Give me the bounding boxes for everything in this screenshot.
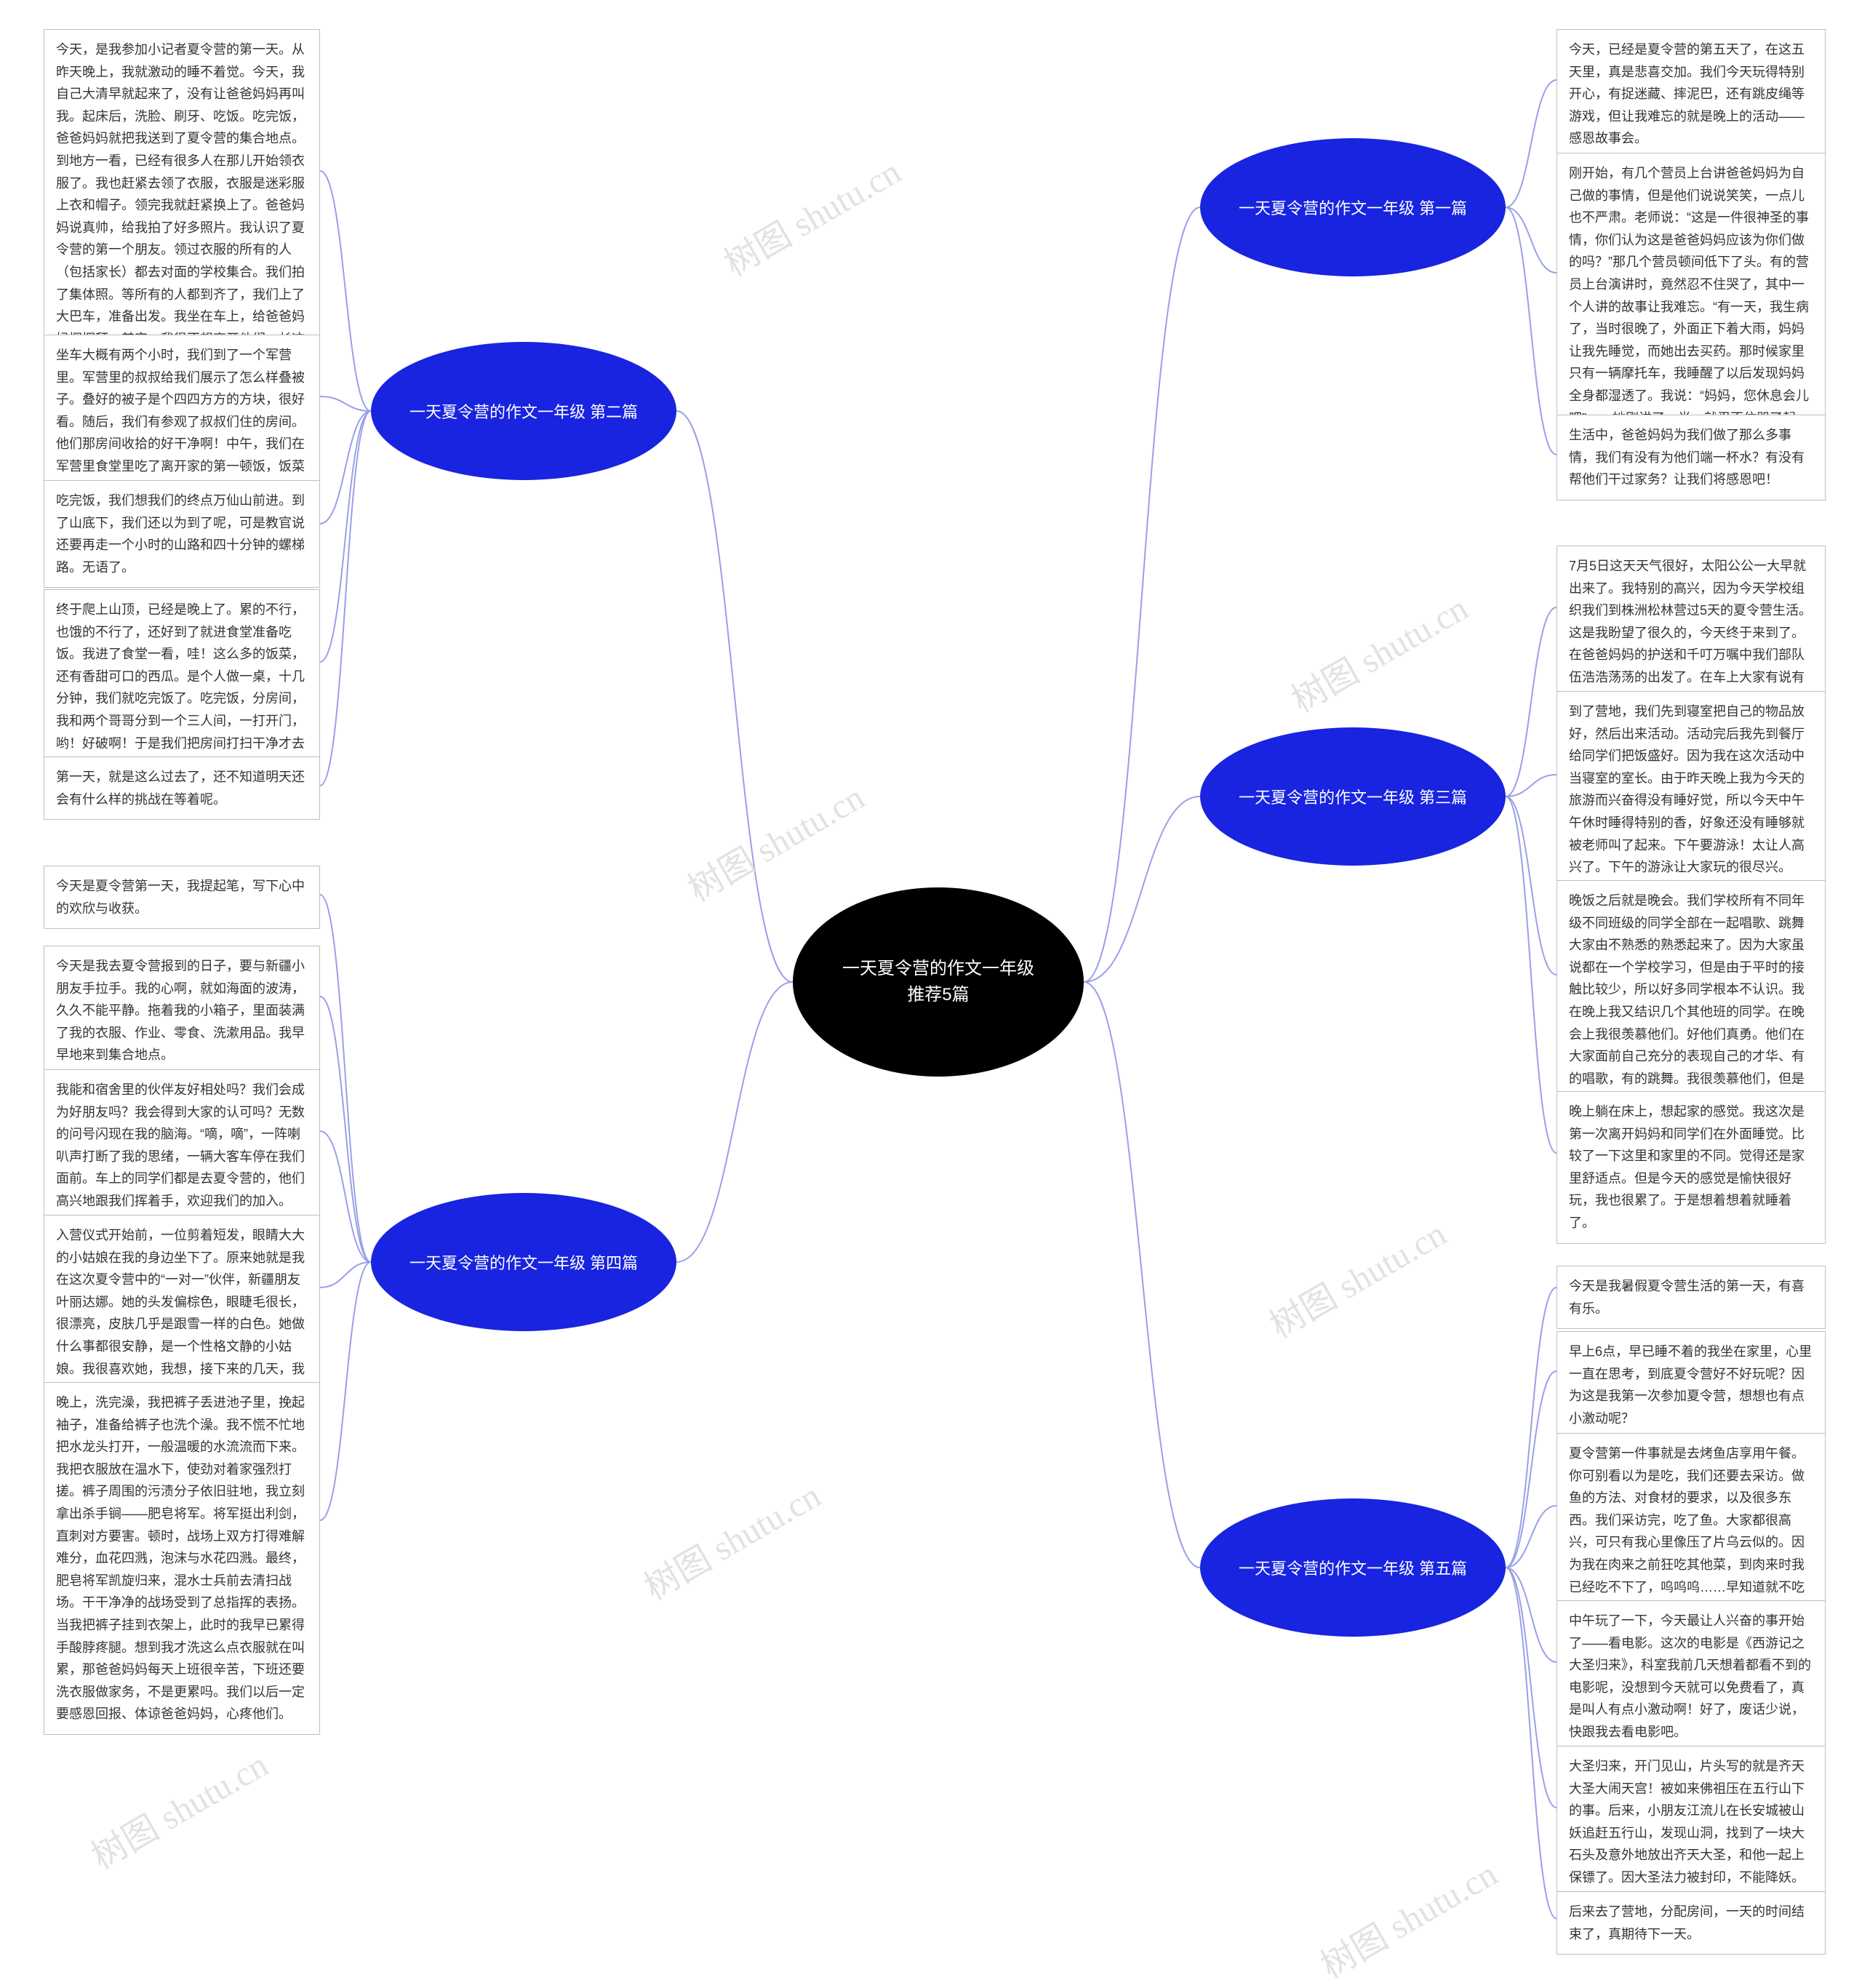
leaf-node: 今天是我暑假夏令营生活的第一天，有喜有乐。 xyxy=(1557,1266,1826,1329)
leaf-node: 我能和宿舍里的伙伴友好相处吗？我们会成为好朋友吗？我会得到大家的认可吗？无数的问… xyxy=(44,1069,320,1222)
leaf-node: 早上6点，早已睡不着的我坐在家里，心里一直在思考，到底夏令营好不好玩呢？因为这是… xyxy=(1557,1331,1826,1439)
branch-node: 一天夏令营的作文一年级 第三篇 xyxy=(1200,727,1506,866)
leaf-node: 吃完饭，我们想我们的终点万仙山前进。到了山底下，我们还以为到了呢，可是教官说还要… xyxy=(44,480,320,588)
branch-node: 一天夏令营的作文一年级 第四篇 xyxy=(371,1193,676,1331)
leaf-node: 后来去了营地，分配房间，一天的时间结束了，真期待下一天。 xyxy=(1557,1891,1826,1955)
leaf-node: 晚上，洗完澡，我把裤子丢进池子里，挽起袖子，准备给裤子也洗个澡。我不慌不忙地把水… xyxy=(44,1382,320,1735)
leaf-node: 今天是夏令营第一天，我提起笔，写下心中的欢欣与收获。 xyxy=(44,866,320,929)
leaf-node: 到了营地，我们先到寝室把自己的物品放好，然后出来活动。活动完后我先到餐厅给同学们… xyxy=(1557,691,1826,888)
leaf-node: 生活中，爸爸妈妈为我们做了那么多事情，我们有没有为他们端一杯水？有没有帮他们干过… xyxy=(1557,415,1826,500)
leaf-node: 中午玩了一下，今天最让人兴奋的事开始了——看电影。这次的电影是《西游记之大圣归来… xyxy=(1557,1600,1826,1753)
leaf-node: 今天，已经是夏令营的第五天了，在这五天里，真是悲喜交加。我们今天玩得特别开心，有… xyxy=(1557,29,1826,159)
leaf-node: 今天是我去夏令营报到的日子，要与新疆小朋友手拉手。我的心啊，就如海面的波涛，久久… xyxy=(44,946,320,1076)
branch-node: 一天夏令营的作文一年级 第二篇 xyxy=(371,342,676,480)
branch-node: 一天夏令营的作文一年级 第一篇 xyxy=(1200,138,1506,276)
leaf-node: 晚上躺在床上，想起家的感觉。我这次是第一次离开妈妈和同学们在外面睡觉。比较了一下… xyxy=(1557,1091,1826,1244)
center-node: 一天夏令营的作文一年级推荐5篇 xyxy=(793,887,1084,1077)
branch-node: 一天夏令营的作文一年级 第五篇 xyxy=(1200,1498,1506,1637)
leaf-node: 第一天，就是这么过去了，还不知道明天还会有什么样的挑战在等着呢。 xyxy=(44,757,320,820)
